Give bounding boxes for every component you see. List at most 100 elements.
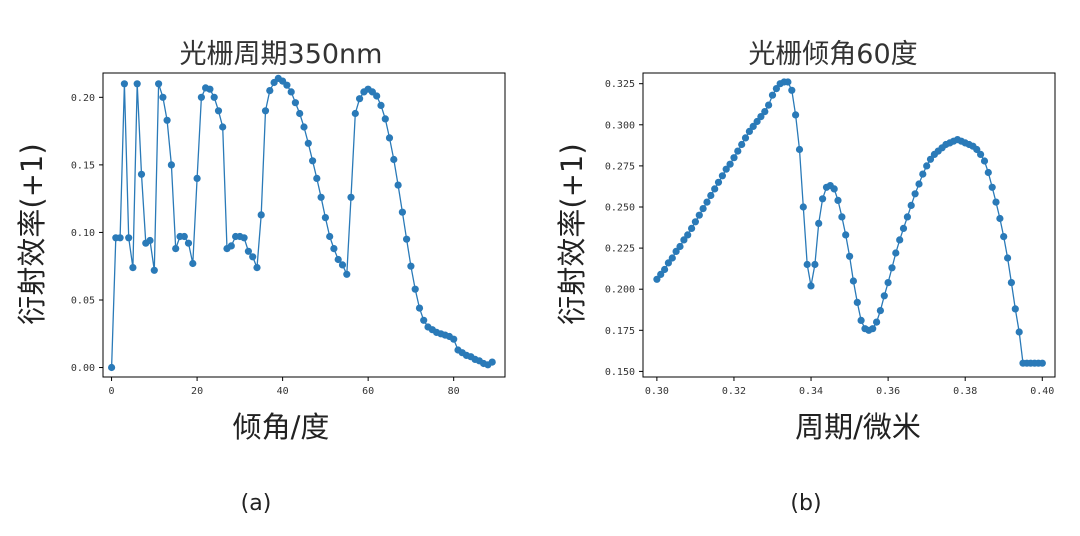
chart-b-data-point [892,249,900,257]
chart-b: 光栅倾角60度 衍射效率(+1) 周期/微米 0.30 0.32 0.34 0.36 0… [555,39,1056,516]
chart-b-y-tick-label: 0.300 [605,120,635,131]
chart-b-x-tick-label: 0.34 [799,386,823,397]
chart-b-data-point [903,213,912,221]
chart-a-y-ticks: 0.00 0.05 0.10 0.15 0.20 [71,93,103,374]
chart-b-data-point [688,224,696,232]
chart-a-data-point [214,107,223,115]
chart-a-data-point [488,358,496,366]
chart-b-data-point [815,219,823,227]
chart-b-data-point [923,162,931,170]
chart-a-data-point [415,304,424,312]
chart-b-y-tick-label: 0.200 [605,285,635,296]
chart-a-data-point [129,264,137,272]
chart-b-data-point [1011,305,1019,313]
chart-b-data-point [1015,328,1023,336]
chart-a-data-point [381,115,389,123]
chart-a-y-tick-label: 0.05 [71,295,95,306]
chart-b-data-point [977,150,985,158]
chart-a-data-point [291,99,299,107]
chart-a-data-point [197,93,205,101]
chart-a-x-tick-label: 0 [109,386,115,397]
chart-a-data-point [411,285,419,293]
chart-a-data-point [125,234,133,242]
chart-a-data-point [326,232,334,241]
chart-a-data-point [155,80,163,88]
chart-b-data-point [992,198,1000,206]
chart-a-data-point [287,88,295,96]
chart-a-data-point [317,193,325,201]
chart-a-y-axis-label: 衍射效率(+1) [15,143,49,324]
chart-a-data-point [450,335,458,343]
chart-a-data-point [137,170,146,178]
chart-a-plot-area [108,74,496,372]
chart-a-plot-frame [102,72,506,378]
chart-b-data-point [857,316,865,324]
chart-a-data-point [343,270,351,278]
chart-b-data-point [653,275,661,283]
chart-a-data-point [249,253,257,261]
chart-a: 光栅周期350nm 衍射效率(+1) 倾角/度 0 20 40 60 80 0.000.… [15,39,506,516]
chart-a-data-point [108,363,116,372]
chart-b-data-point [884,279,892,287]
chart-b-data-point [668,254,676,262]
chart-a-x-tick-label: 80 [448,386,460,397]
chart-a-data-point [356,95,364,103]
chart-b-data-point [761,108,769,116]
chart-b-data-point [730,154,738,162]
chart-a-data-point [420,316,428,324]
chart-a-data-point [330,245,338,253]
chart-a-data-point [159,93,167,101]
chart-b-plot-frame [642,72,1056,378]
chart-b-x-tick-label: 0.40 [1030,386,1054,397]
chart-b-y-tick-label: 0.325 [605,79,635,90]
chart-b-data-point [768,91,777,99]
chart-b-data-point [695,211,703,219]
chart-b-data-point [699,205,707,213]
chart-b-data-point [1038,359,1046,367]
chart-a-data-point [189,259,197,268]
chart-b-data-point [973,145,981,154]
chart-b-data-point [811,260,819,269]
chart-a-data-point [167,161,175,169]
chart-a-x-axis-label: 倾角/度 [233,410,330,444]
chart-b-plot-area [653,78,1046,367]
chart-a-data-point [180,232,188,241]
chart-a-data-point [227,242,235,250]
chart-b-x-tick-label: 0.30 [645,386,669,397]
chart-b-data-point [792,111,800,119]
chart-b-data-point [988,183,996,191]
chart-a-data-point [193,174,201,182]
chart-b-x-tick-label: 0.38 [953,386,977,397]
chart-a-data-point [296,109,304,118]
chart-b-data-point [876,307,885,315]
chart-a-data-point [283,81,291,89]
chart-a-data-point [172,245,180,253]
chart-b-data-point [980,157,989,165]
chart-b-data-point [807,282,815,290]
chart-b-data-point [703,198,711,206]
chart-b-data-point [996,214,1004,223]
chart-b-data-point [722,165,730,173]
chart-b-data-point [661,265,669,274]
chart-b-data-point [757,113,765,121]
chart-b-data-point [880,292,888,300]
chart-b-data-point [926,155,935,163]
chart-b-data-point [1007,279,1016,287]
chart-a-y-tick-label: 0.15 [71,160,95,171]
chart-a-caption: (a) [241,491,272,516]
chart-b-data-point [799,203,807,211]
chart-a-y-tick-label: 0.00 [71,363,95,374]
chart-b-data-point [888,264,896,272]
chart-b-data-point [784,78,792,86]
chart-b-data-point [714,178,723,186]
chart-a-data-point [146,236,154,245]
chart-a-y-tick-label: 0.10 [71,228,95,239]
chart-b-y-ticks: 0.150 0.175 0.200 0.225 0.250 0.275 0.300 0.325 [605,79,643,378]
chart-b-y-tick-label: 0.175 [605,326,635,337]
chart-b-y-tick-label: 0.275 [605,161,635,172]
chart-b-data-point [795,145,804,154]
chart-b-series-line [656,81,1043,364]
chart-a-data-point [385,134,394,142]
chart-b-data-point [691,218,700,226]
